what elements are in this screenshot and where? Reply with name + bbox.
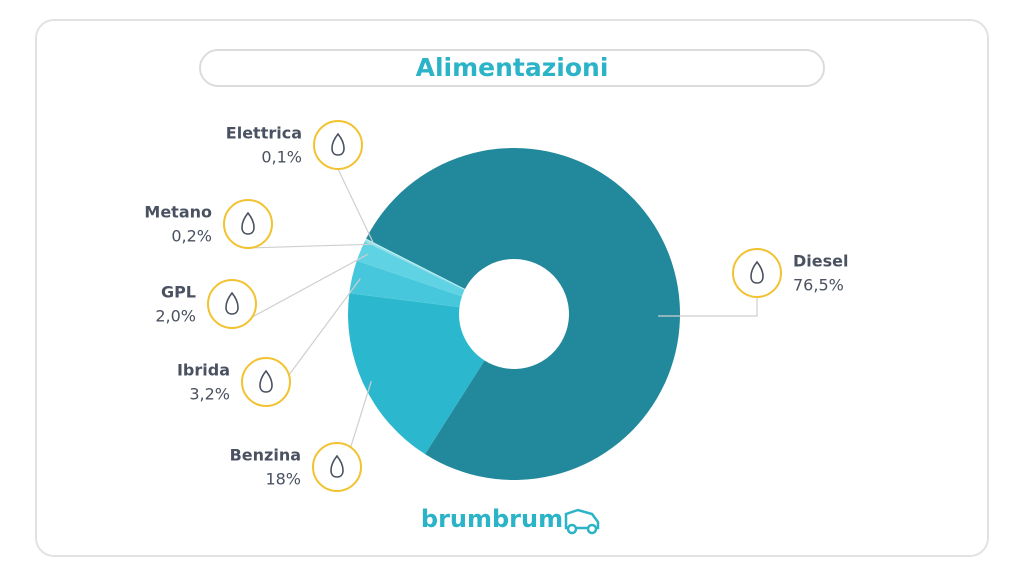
legend-label: GPL [161,283,196,302]
icon [313,120,363,170]
slice [364,239,465,290]
legend-label: Metano [144,203,212,222]
icon [241,357,291,407]
value-label: 76,5% [793,276,844,295]
value-label: 3,2% [189,385,230,404]
icon [732,248,782,298]
legend-label: Ibrida [177,361,230,380]
slice [349,260,462,308]
brand-icon [564,508,600,535]
icon-glyph [259,369,273,393]
value-label: 2,0% [155,307,196,326]
legend-label: Diesel [793,252,848,271]
legend-label: Benzina [230,446,301,465]
icon [207,279,257,329]
leader-line [658,297,758,317]
brand: brumbrum [421,505,563,533]
leader-line [247,243,373,249]
icon [223,199,273,249]
icon [312,442,362,492]
title-pill [199,49,825,87]
slice [365,238,465,290]
icon-glyph [331,132,345,156]
card [35,19,989,557]
slice [366,148,680,480]
leader-line [231,253,369,329]
value-label: 18% [265,470,301,489]
slice [348,293,485,455]
icon-glyph [225,291,239,315]
icon-glyph [241,211,255,235]
leader-line [337,168,374,244]
slice [356,241,465,297]
icon-glyph [330,454,344,478]
chart-title: Alimentazioni [416,53,609,82]
value-label: 0,1% [261,148,302,167]
icon-glyph [750,260,764,284]
value-label: 0,2% [171,227,212,246]
legend-label: Elettrica [226,124,302,143]
